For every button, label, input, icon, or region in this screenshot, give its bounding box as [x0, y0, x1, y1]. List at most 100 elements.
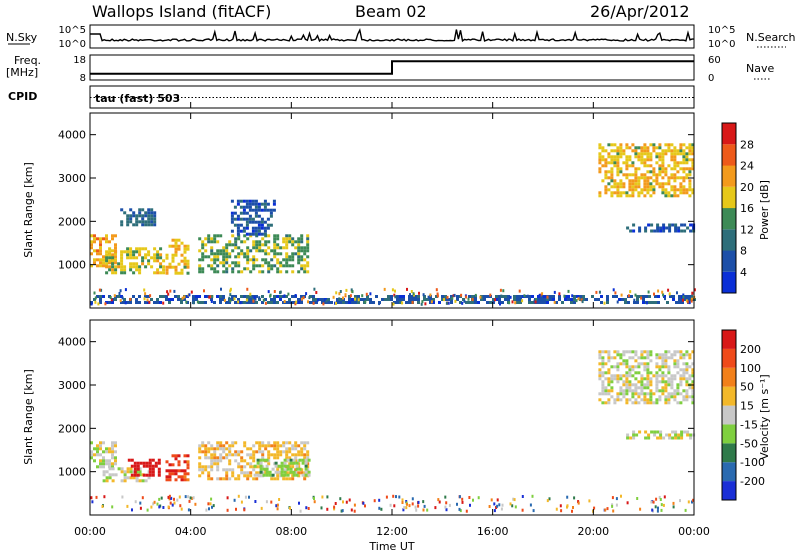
heatmap-cell [637, 176, 641, 180]
heatmap-cell [688, 170, 692, 174]
heatmap-cell [670, 377, 674, 381]
heatmap-cell [162, 265, 166, 269]
heatmap-cell [459, 301, 462, 304]
heatmap-cell [631, 185, 635, 189]
heatmap-cell [135, 250, 139, 254]
heatmap-cell [102, 473, 106, 477]
heatmap-cell [649, 371, 653, 375]
heatmap-cell [353, 503, 356, 507]
heatmap-cell [628, 350, 632, 354]
heatmap-cell [691, 191, 695, 195]
ytick-label: 4000 [58, 129, 86, 142]
heatmap-cell [396, 298, 399, 301]
heatmap-cell [408, 301, 411, 304]
heatmap-cell [680, 430, 684, 434]
heatmap-cell [604, 173, 608, 177]
heatmap-cell [682, 395, 686, 399]
heatmap-cell [528, 298, 531, 301]
heatmap-cell [604, 161, 608, 165]
heatmap-cell [186, 259, 190, 263]
heatmap-cell [180, 301, 183, 304]
heatmap-cell [691, 371, 695, 375]
heatmap-cell [204, 237, 208, 241]
heatmap-cell [226, 508, 229, 512]
heatmap-cell [249, 447, 253, 451]
heatmap-cell [689, 223, 693, 227]
heatmap-cell [679, 188, 683, 192]
heatmap-cell [604, 377, 608, 381]
heatmap-cell [422, 293, 425, 297]
heatmap-cell [230, 214, 234, 218]
heatmap-cell [637, 167, 641, 171]
heatmap-cell [634, 365, 638, 369]
heatmap-cell [198, 249, 202, 253]
heatmap-cell [285, 477, 289, 481]
heatmap-cell [627, 294, 630, 298]
heatmap-cell [174, 238, 178, 242]
heatmap-cell [640, 356, 644, 360]
heatmap-cell [480, 295, 483, 298]
heatmap-cell [570, 298, 573, 301]
heatmap-cell [272, 202, 276, 206]
heatmap-cell [251, 217, 255, 221]
heatmap-cell [516, 301, 519, 304]
heatmap-cell [265, 458, 269, 462]
heatmap-cell [216, 264, 220, 268]
heatmap-cell [295, 473, 299, 477]
heatmap-cell [204, 295, 207, 298]
heatmap-cell [294, 294, 297, 298]
heatmap-cell [607, 383, 611, 387]
heatmap-cell [628, 155, 632, 159]
heatmap-cell [240, 465, 244, 469]
heatmap-cell [222, 295, 225, 298]
heatmap-cell [264, 261, 268, 265]
heatmap-cell [380, 507, 383, 511]
heatmap-cell [171, 503, 174, 507]
ytick-label: 1000 [58, 259, 86, 272]
heatmap-cell [619, 389, 623, 393]
heatmap-cell [298, 501, 300, 505]
heatmap-cell [276, 234, 280, 238]
heatmap-cell [658, 353, 662, 357]
heatmap-cell [96, 237, 99, 241]
heatmap-cell [144, 295, 147, 298]
heatmap-cell [461, 500, 464, 504]
heatmap-cell [230, 199, 234, 203]
heatmap-cell [156, 250, 160, 254]
heatmap-cell [135, 479, 139, 483]
heatmap-cell [598, 356, 602, 360]
heatmap-cell [411, 497, 414, 501]
heatmap-cell [236, 232, 240, 236]
heatmap-cell [141, 220, 145, 224]
heatmap-cell [174, 478, 178, 482]
heatmap-cell [248, 495, 250, 499]
heatmap-cell [135, 268, 139, 272]
heatmap-cell [294, 459, 298, 463]
heatmap-cell [280, 464, 284, 468]
heatmap-cell [339, 497, 342, 501]
heatmap-cell [169, 501, 172, 505]
heatmap-cell [252, 246, 256, 250]
heatmap-cell [246, 295, 249, 298]
heatmap-cell [643, 368, 647, 372]
heatmap-cell [264, 447, 268, 451]
heatmap-cell [174, 241, 178, 245]
heatmap-cell [667, 398, 671, 402]
heatmap-cell [378, 302, 381, 306]
heatmap-cell [560, 509, 563, 513]
heatmap-cell [186, 265, 190, 269]
heatmap-cell [628, 389, 632, 393]
heatmap-cell [177, 454, 181, 458]
heatmap-cell [114, 234, 117, 238]
heatmap-cell [177, 238, 181, 242]
heatmap-cell [640, 155, 644, 159]
heatmap-cell [664, 194, 668, 198]
heatmap-cell [245, 199, 249, 203]
heatmap-cell [279, 295, 282, 298]
heatmap-cell [670, 188, 674, 192]
heatmap-cell [345, 288, 348, 292]
heatmap-cell [656, 436, 660, 440]
heatmap-cell [541, 292, 544, 296]
heatmap-cell [664, 356, 668, 360]
heatmap-cell [655, 386, 659, 390]
